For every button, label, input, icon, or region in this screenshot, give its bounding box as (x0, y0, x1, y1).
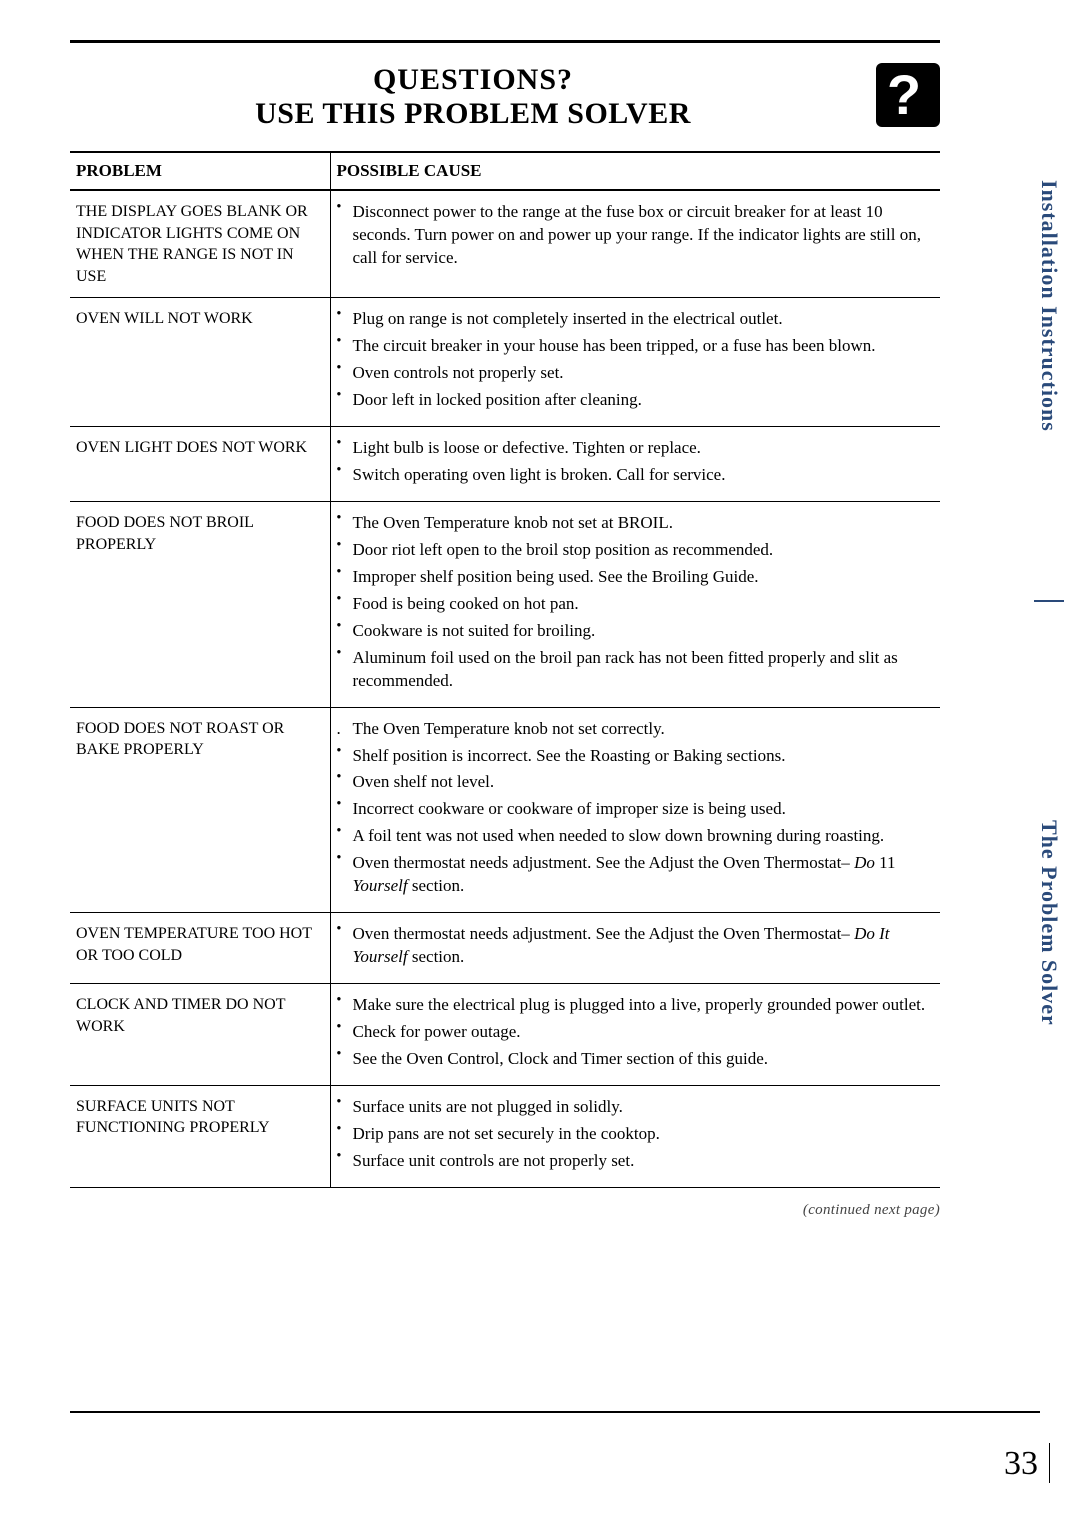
bottom-rule (70, 1411, 1040, 1413)
problem-cell: THE DISPLAY GOES BLANK OR INDICATOR LIGH… (70, 190, 330, 298)
cause-item: Disconnect power to the range at the fus… (337, 201, 935, 270)
cause-list: The Oven Temperature knob not set at BRO… (337, 512, 935, 693)
cause-item: The Oven Temperature knob not set correc… (337, 718, 935, 741)
table-row: SURFACE UNITS NOT FUNCTIONING PROPERLY Su… (70, 1085, 940, 1187)
cause-item: Food is being cooked on hot pan. (337, 593, 935, 616)
cause-item: Switch operating oven light is broken. C… (337, 464, 935, 487)
cause-item: See the Oven Control, Clock and Timer se… (337, 1048, 935, 1071)
cause-cell: Plug on range is not completely inserted… (330, 298, 940, 427)
cause-list: Surface units are not plugged in solidly… (337, 1096, 935, 1173)
cause-item: Make sure the electrical plug is plugged… (337, 994, 935, 1017)
col-header-cause: POSSIBLE CAUSE (330, 152, 940, 190)
problem-solver-table: PROBLEM POSSIBLE CAUSE THE DISPLAY GOES … (70, 151, 940, 1188)
cause-cell: The Oven Temperature knob not set at BRO… (330, 502, 940, 708)
cause-cell: Surface units are not plugged in solidly… (330, 1085, 940, 1187)
cause-item: Improper shelf position being used. See … (337, 566, 935, 589)
cause-cell: Light bulb is loose or defective. Tighte… (330, 427, 940, 502)
cause-item: Oven controls not properly set. (337, 362, 935, 385)
cause-item: Plug on range is not completely inserted… (337, 308, 935, 331)
problem-cell: FOOD DOES NOT ROAST OR BAKE PROPERLY (70, 707, 330, 913)
problem-cell: OVEN TEMPERATURE TOO HOT OR TOO COLD (70, 913, 330, 984)
cause-cell: Disconnect power to the range at the fus… (330, 190, 940, 298)
problem-cell: OVEN LIGHT DOES NOT WORK (70, 427, 330, 502)
table-row: CLOCK AND TIMER DO NOT WORK Make sure the… (70, 984, 940, 1086)
cause-list: Light bulb is loose or defective. Tighte… (337, 437, 935, 487)
cause-item: Check for power outage. (337, 1021, 935, 1044)
cause-item: Surface unit controls are not properly s… (337, 1150, 935, 1173)
cause-item: A foil tent was not used when needed to … (337, 825, 935, 848)
problem-cell: SURFACE UNITS NOT FUNCTIONING PROPERLY (70, 1085, 330, 1187)
cause-item: Incorrect cookware or cookware of improp… (337, 798, 935, 821)
sidebar-divider (1034, 600, 1064, 602)
cause-item: Oven shelf not level. (337, 771, 935, 794)
cause-item: The circuit breaker in your house has be… (337, 335, 935, 358)
cause-list: Oven thermostat needs adjustment. See th… (337, 923, 935, 969)
cause-list: Plug on range is not completely inserted… (337, 308, 935, 412)
cause-item: Shelf position is incorrect. See the Roa… (337, 745, 935, 768)
table-row: OVEN LIGHT DOES NOT WORK Light bulb is lo… (70, 427, 940, 502)
page-number-separator (1049, 1443, 1050, 1483)
cause-item: Aluminum foil used on the broil pan rack… (337, 647, 935, 693)
title-line1: QUESTIONS? (70, 63, 876, 97)
cause-item: Drip pans are not set securely in the co… (337, 1123, 935, 1146)
cause-item: Surface units are not plugged in solidly… (337, 1096, 935, 1119)
cause-list: The Oven Temperature knob not set correc… (337, 718, 935, 899)
table-body: THE DISPLAY GOES BLANK OR INDICATOR LIGH… (70, 190, 940, 1187)
cause-item: Door riot left open to the broil stop po… (337, 539, 935, 562)
continued-note: (continued next page) (70, 1202, 940, 1219)
col-header-problem: PROBLEM (70, 152, 330, 190)
sidebar-install-label: Installation Instructions (1036, 180, 1062, 432)
problem-cell: CLOCK AND TIMER DO NOT WORK (70, 984, 330, 1086)
table-row: OVEN WILL NOT WORK Plug on range is not c… (70, 298, 940, 427)
cause-cell: The Oven Temperature knob not set correc… (330, 707, 940, 913)
problem-cell: OVEN WILL NOT WORK (70, 298, 330, 427)
cause-item: Light bulb is loose or defective. Tighte… (337, 437, 935, 460)
page-number: 33 (1004, 1445, 1038, 1483)
title-line2: USE THIS PROBLEM SOLVER (70, 97, 876, 131)
table-row: FOOD DOES NOT ROAST OR BAKE PROPERLY The … (70, 707, 940, 913)
cause-cell: Oven thermostat needs adjustment. See th… (330, 913, 940, 984)
cause-item: Cookware is not suited for broiling. (337, 620, 935, 643)
sidebar-problem-label: The Problem Solver (1036, 820, 1062, 1026)
question-glyph: ? (887, 67, 921, 123)
problem-cell: FOOD DOES NOT BROIL PROPERLY (70, 502, 330, 708)
cause-item: Oven thermostat needs adjustment. See th… (337, 923, 935, 969)
cause-item: The Oven Temperature knob not set at BRO… (337, 512, 935, 535)
cause-item: Oven thermostat needs adjustment. See th… (337, 852, 935, 898)
table-row: THE DISPLAY GOES BLANK OR INDICATOR LIGH… (70, 190, 940, 298)
table-row: FOOD DOES NOT BROIL PROPERLY The Oven Tem… (70, 502, 940, 708)
header-row: QUESTIONS? USE THIS PROBLEM SOLVER ? (70, 63, 940, 131)
cause-list: Disconnect power to the range at the fus… (337, 201, 935, 270)
question-mark-icon: ? (876, 63, 940, 127)
content-area: QUESTIONS? USE THIS PROBLEM SOLVER ? PRO… (70, 40, 940, 1219)
cause-item: Door left in locked position after clean… (337, 389, 935, 412)
cause-cell: Make sure the electrical plug is plugged… (330, 984, 940, 1086)
title-block: QUESTIONS? USE THIS PROBLEM SOLVER (70, 63, 876, 131)
cause-list: Make sure the electrical plug is plugged… (337, 994, 935, 1071)
table-row: OVEN TEMPERATURE TOO HOT OR TOO COLDOven… (70, 913, 940, 984)
